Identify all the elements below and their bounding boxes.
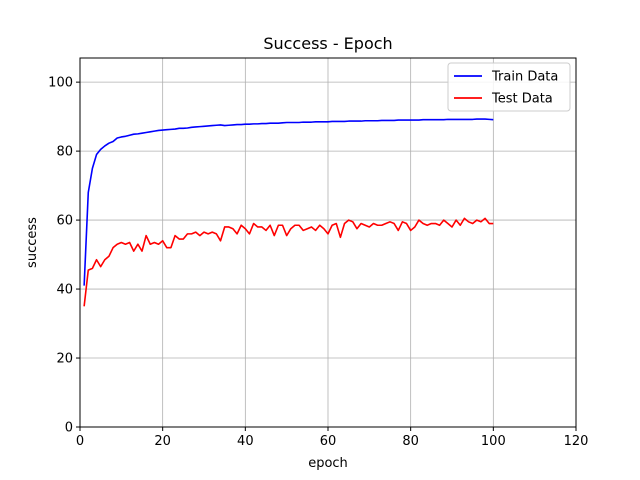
x-tick-label: 100 (481, 434, 506, 449)
y-tick-label: 0 (65, 421, 73, 436)
y-tick-label: 100 (48, 76, 73, 91)
x-tick-label: 120 (564, 434, 589, 449)
legend: Train Data Test Data (447, 62, 571, 112)
series-line-test-data (83, 217, 494, 307)
y-tick-label: 80 (56, 145, 73, 160)
legend-label-train-data: Train Data (491, 70, 558, 85)
x-tick-label: 40 (237, 434, 254, 449)
y-axis-label: success (25, 217, 40, 268)
y-tick-label: 20 (56, 352, 73, 367)
legend-box (447, 62, 571, 112)
series-line-train-data (83, 118, 494, 286)
chart-title: Success - Epoch (263, 34, 392, 53)
axis-ticks: 0 20 40 60 80 100 120 0 20 40 60 80 100 (48, 76, 588, 449)
x-axis-label: epoch (308, 456, 348, 471)
y-tick-label: 40 (56, 283, 73, 298)
x-tick-label: 0 (76, 434, 84, 449)
x-tick-label: 80 (402, 434, 419, 449)
x-tick-label: 60 (320, 434, 337, 449)
x-tick-label: 20 (154, 434, 171, 449)
legend-label-test-data: Test Data (491, 92, 553, 107)
series-layer (83, 118, 494, 307)
y-tick-label: 60 (56, 214, 73, 229)
